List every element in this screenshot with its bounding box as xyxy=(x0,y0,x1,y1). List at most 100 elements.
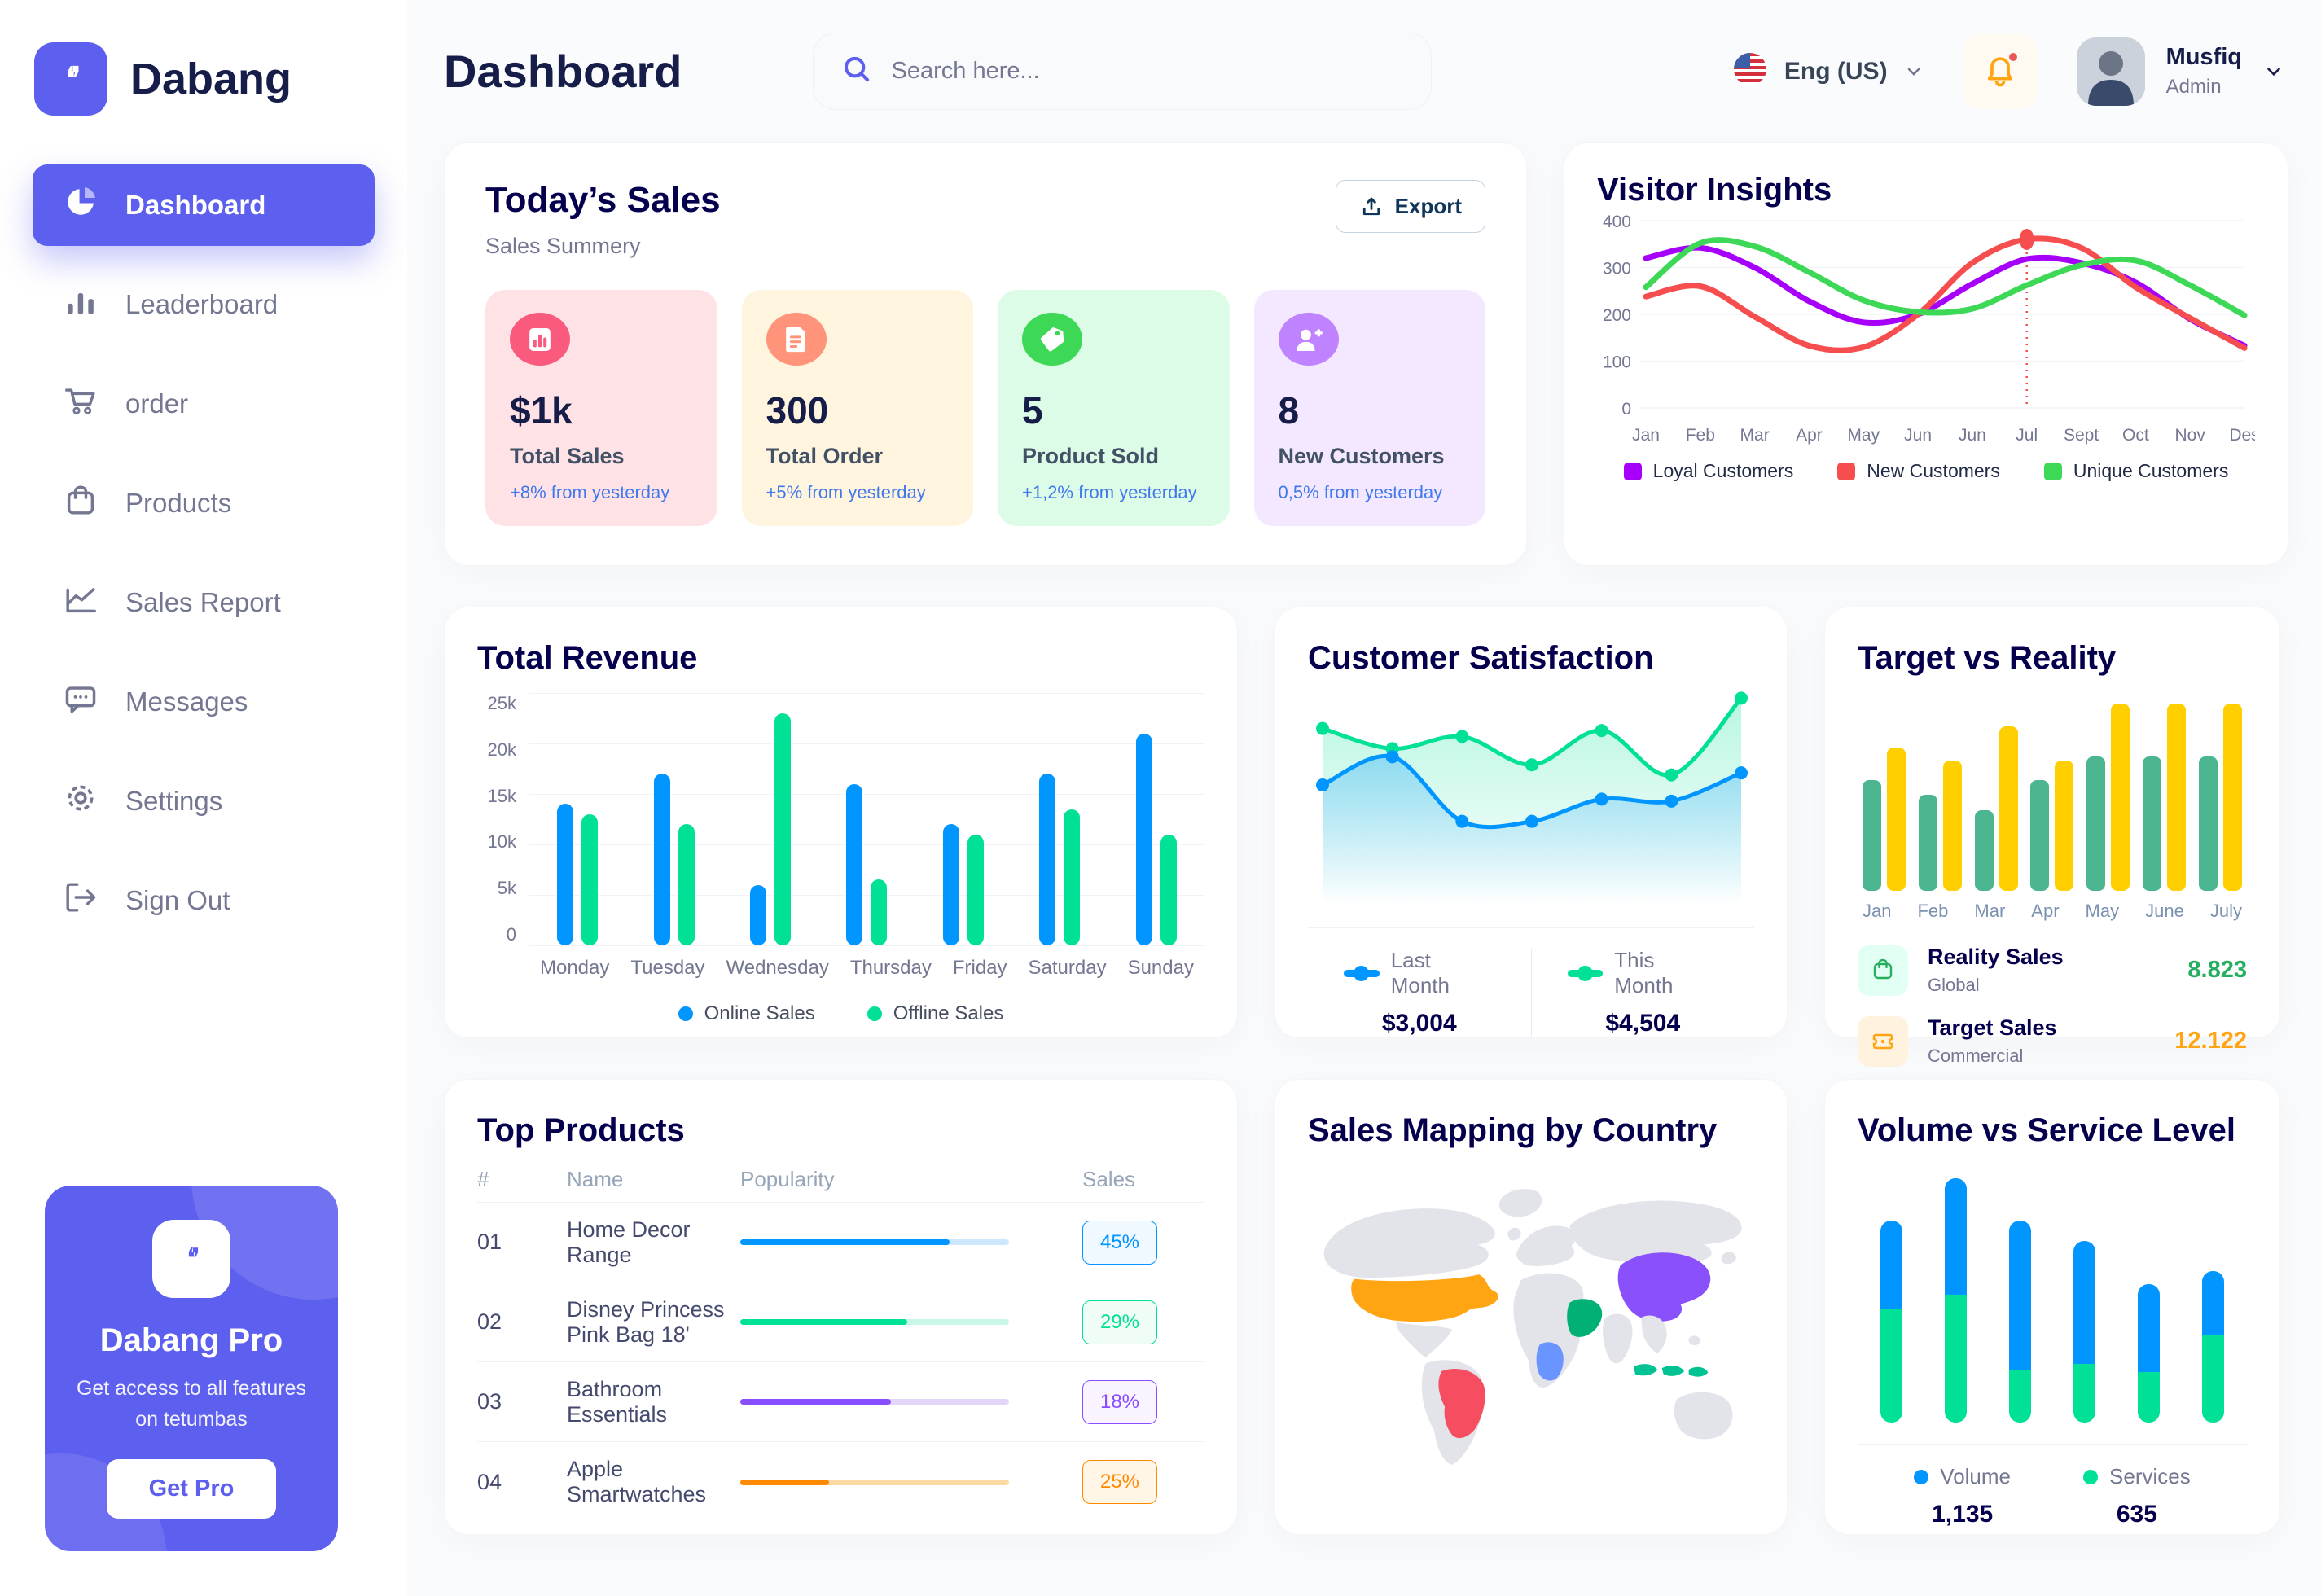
sales-badge: 45% xyxy=(1082,1220,1157,1265)
notifications-button[interactable] xyxy=(1962,33,2038,109)
svg-text:100: 100 xyxy=(1603,353,1631,372)
bar-group-saturday xyxy=(1039,774,1081,945)
profile-menu[interactable]: Musfiq Admin xyxy=(2076,37,2284,106)
sales-cell: 25% xyxy=(1082,1460,1204,1504)
sidebar-item-order[interactable]: order xyxy=(33,363,375,445)
legend-swatch xyxy=(1623,462,1642,480)
product-number: 02 xyxy=(477,1309,502,1334)
sidebar-item-label: Leaderboard xyxy=(125,289,279,319)
legend-label: Online Sales xyxy=(704,1002,815,1024)
bag-icon xyxy=(62,481,99,525)
sidebar-item-settings[interactable]: Settings xyxy=(33,761,375,842)
popularity-cell xyxy=(740,1399,1082,1405)
sidebar-item-label: Sign Out xyxy=(125,885,230,915)
visitor-insights-card: Visitor Insights 0 100 200 300 400 Jan Feb Mar A… xyxy=(1564,142,2288,566)
legend-row-target-sales: Target Sales Commercial 12.122 xyxy=(1858,1015,2247,1067)
bell-icon xyxy=(1987,56,2012,87)
landmass-japan xyxy=(1721,1252,1737,1265)
stat-label: Product Sold xyxy=(1022,444,1159,468)
country-saudi-arabia xyxy=(1567,1299,1603,1337)
volume-segment xyxy=(2009,1221,2031,1370)
top-products-card: Top Products # Name Popularity Sales 01 H… xyxy=(444,1079,1238,1535)
popularity-track xyxy=(740,1479,1009,1485)
bar-offline-sales xyxy=(581,814,599,945)
sales-chart-icon xyxy=(510,313,570,366)
x-tick-label: May xyxy=(2085,901,2120,921)
bar-group-apr xyxy=(2030,761,2074,891)
dabang-logo-icon: ❛❜ xyxy=(34,42,107,116)
bar-target-sales xyxy=(1942,761,1962,891)
sales-badge: 29% xyxy=(1082,1300,1157,1344)
bar-group-july xyxy=(2198,704,2242,891)
bar-reality-sales xyxy=(2086,756,2106,891)
tag-icon xyxy=(1022,313,1082,366)
sidebar-item-messages[interactable]: Messages xyxy=(33,661,375,743)
language-selector[interactable]: Eng (US) xyxy=(1732,51,1924,91)
visitor-insights-chart: 0 100 200 300 400 Jan Feb Mar Apr May Jun Jun Jul Sep… xyxy=(1597,208,2260,457)
dashboard-content: Today’s Sales Sales Summery Export $1k To… xyxy=(407,142,2321,1535)
stat-card-product-sold: 5 Product Sold +1,2% from yesterday xyxy=(998,290,1230,526)
todays-sales-card: Today’s Sales Sales Summery Export $1k To… xyxy=(444,142,1527,566)
legend-label: Unique Customers xyxy=(2073,460,2229,481)
top-products-header: # Name Popularity Sales xyxy=(477,1157,1204,1203)
export-button[interactable]: Export xyxy=(1335,180,1485,233)
services-segment xyxy=(2202,1335,2224,1423)
total-revenue-y-axis: 25k 20k 15k 10k 5k 0 xyxy=(477,693,529,945)
popularity-track xyxy=(740,1319,1009,1325)
bar-group-thursday xyxy=(846,784,888,945)
target-vs-reality-x-axis: Jan Feb Mar Apr May June July xyxy=(1858,901,2247,922)
bar-group-may xyxy=(2086,704,2130,891)
bar-target-sales xyxy=(1887,748,1906,891)
legend-value: $4,504 xyxy=(1605,1010,1681,1037)
bag-icon xyxy=(1858,945,1908,996)
sales-cell: 45% xyxy=(1082,1220,1204,1265)
bar-online-sales xyxy=(750,885,767,945)
svg-text:Nov: Nov xyxy=(2175,426,2206,445)
sidebar-item-products[interactable]: Products xyxy=(33,463,375,544)
bar-online-sales xyxy=(557,804,574,945)
dabang-pro-logo-icon: ❛❜ xyxy=(152,1220,230,1298)
us-flag-icon xyxy=(1732,51,1768,91)
stat-label: New Customers xyxy=(1278,444,1445,468)
grid-line xyxy=(529,743,1204,744)
sidebar-item-label: Dashboard xyxy=(125,190,266,220)
landmass-indochina xyxy=(1641,1315,1667,1353)
get-pro-button[interactable]: Get Pro xyxy=(106,1459,277,1519)
popularity-bar xyxy=(740,1399,891,1405)
chevron-down-icon xyxy=(2267,67,2280,76)
x-tick-label: June xyxy=(2145,901,2184,921)
grid-line xyxy=(529,794,1204,795)
sales-mapping-card: Sales Mapping by Country xyxy=(1275,1079,1788,1535)
sidebar-item-leaderboard[interactable]: Leaderboard xyxy=(33,264,375,345)
search-input[interactable] xyxy=(891,58,1403,85)
legend-row-reality-sales: Reality Sales Global 8.823 xyxy=(1858,945,2247,996)
product-name: Apple Smartwatches xyxy=(567,1457,707,1506)
svg-text:Sept: Sept xyxy=(2064,426,2099,445)
legend-label: Volume xyxy=(1940,1464,2012,1489)
total-revenue-legend: Online Sales Offline Sales xyxy=(477,1002,1204,1025)
legend-item-online-sales: Online Sales xyxy=(678,1002,815,1025)
sidebar-item-sign-out[interactable]: Sign Out xyxy=(33,860,375,941)
header-right: Eng (US) Musfiq Admin xyxy=(1732,33,2284,109)
customer-satisfaction-title: Customer Satisfaction xyxy=(1308,640,1654,676)
legend-item-offline-sales: Offline Sales xyxy=(867,1002,1003,1025)
legend-title: Target Sales xyxy=(1928,1015,2057,1040)
cart-icon xyxy=(62,382,99,426)
popularity-cell xyxy=(740,1479,1082,1485)
legend-dot xyxy=(2083,1469,2099,1484)
search-bar[interactable] xyxy=(812,33,1432,110)
bar-group-mar xyxy=(1974,726,2018,891)
sales-cell: 18% xyxy=(1082,1379,1204,1424)
language-label: Eng (US) xyxy=(1784,57,1888,85)
landmass-india xyxy=(1603,1313,1633,1364)
stat-cards: $1k Total Sales +8% from yesterday 300 Total… xyxy=(485,290,1485,526)
y-tick-label: 15k xyxy=(487,785,516,806)
popularity-bar xyxy=(740,1479,829,1485)
services-segment xyxy=(1880,1309,1902,1423)
sidebar-item-sales-report[interactable]: Sales Report xyxy=(33,562,375,643)
legend-item-services: Services 635 xyxy=(2047,1464,2227,1528)
visitor-insights-title: Visitor Insights xyxy=(1597,172,1832,208)
bar-offline-sales xyxy=(871,879,888,945)
sidebar-item-dashboard[interactable]: Dashboard xyxy=(33,164,375,246)
x-tick-label: Thursday xyxy=(849,957,932,979)
